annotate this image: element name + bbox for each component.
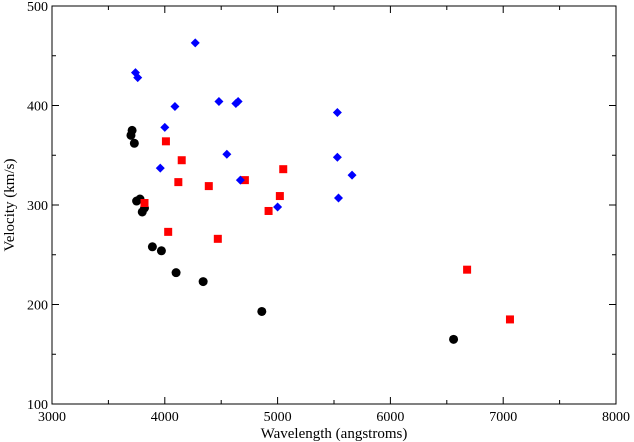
x-tick-label: 3000 bbox=[38, 410, 66, 425]
data-point-diamond bbox=[347, 170, 357, 180]
data-point-diamond bbox=[190, 38, 200, 48]
data-point-circle bbox=[198, 277, 208, 287]
data-point-circle bbox=[129, 138, 139, 148]
data-point-square bbox=[213, 234, 222, 243]
data-point-circle bbox=[257, 306, 267, 316]
data-point-diamond bbox=[160, 122, 170, 132]
data-point-circle bbox=[132, 196, 142, 206]
y-tick-label: 100 bbox=[27, 398, 48, 413]
data-point-diamond bbox=[332, 152, 342, 162]
y-axis-title: Velocity (km/s) bbox=[2, 159, 18, 252]
data-point-square bbox=[505, 315, 514, 324]
data-point-square bbox=[275, 192, 284, 201]
data-point-diamond bbox=[222, 149, 232, 159]
plot-frame bbox=[51, 5, 617, 405]
data-point-square bbox=[279, 165, 288, 174]
data-point-square bbox=[204, 182, 213, 191]
data-point-square bbox=[164, 227, 173, 236]
data-point-square bbox=[161, 137, 170, 146]
data-point-circle bbox=[147, 242, 157, 252]
data-point-square bbox=[240, 176, 249, 185]
x-tick-label: 8000 bbox=[602, 410, 630, 425]
data-point-diamond bbox=[170, 101, 180, 111]
data-point-circle bbox=[137, 207, 147, 217]
data-point-circle bbox=[126, 130, 136, 140]
y-tick-label: 400 bbox=[27, 100, 48, 115]
data-point-diamond bbox=[233, 97, 243, 107]
y-tick-label: 500 bbox=[27, 0, 48, 15]
data-point-diamond bbox=[155, 163, 165, 173]
data-point-square bbox=[140, 199, 149, 208]
data-point-diamond bbox=[133, 73, 143, 83]
data-point-circle bbox=[449, 334, 459, 344]
x-tick-label: 7000 bbox=[489, 410, 517, 425]
data-points bbox=[126, 38, 514, 344]
x-tick-label: 5000 bbox=[264, 410, 292, 425]
x-tick-label: 6000 bbox=[376, 410, 404, 425]
data-point-diamond bbox=[273, 202, 283, 212]
data-point-square bbox=[264, 206, 273, 215]
tick-labels: 3000 4000 5000 6000 7000 8000 100 200 300 400 500 bbox=[27, 0, 630, 425]
data-point-square bbox=[463, 265, 472, 274]
data-point-square bbox=[174, 178, 183, 187]
data-point-diamond bbox=[214, 97, 224, 107]
y-tick-label: 200 bbox=[27, 299, 48, 314]
y-tick-label: 300 bbox=[27, 199, 48, 214]
data-point-diamond bbox=[332, 107, 342, 117]
data-point-diamond bbox=[235, 175, 245, 185]
data-point-diamond bbox=[334, 193, 344, 203]
data-point-circle bbox=[156, 246, 166, 256]
x-tick-label: 4000 bbox=[151, 410, 179, 425]
data-point-square bbox=[177, 156, 186, 165]
x-axis-title: Wavelength (angstroms) bbox=[261, 426, 408, 442]
data-point-circle bbox=[171, 268, 181, 278]
